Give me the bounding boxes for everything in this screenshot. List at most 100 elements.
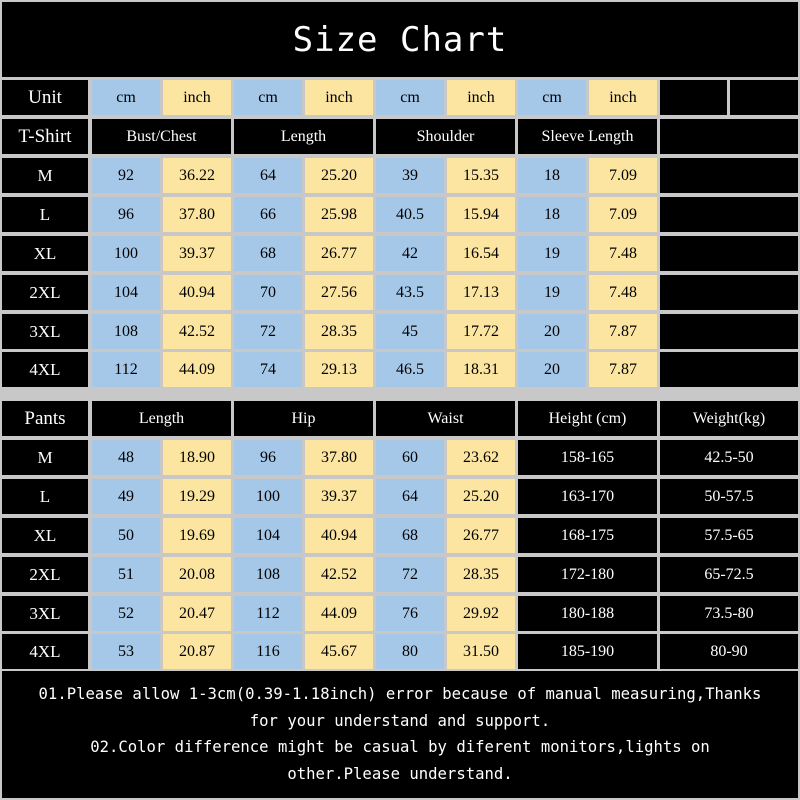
tshirt-value-cell: 40.5: [376, 197, 444, 232]
unit-cell: cm: [234, 80, 302, 115]
tshirt-value-cell: 28.35: [305, 314, 373, 349]
tshirt-value-cell: 19: [518, 275, 586, 310]
empty-cell: [660, 275, 798, 310]
tshirt-value-cell: 7.09: [589, 158, 657, 193]
weight-cell: 50-57.5: [660, 479, 798, 514]
empty-cell: [660, 314, 798, 349]
tshirt-header: Bust/Chest: [92, 119, 231, 154]
tshirt-value-cell: 92: [92, 158, 160, 193]
tshirt-value-cell: 7.09: [589, 197, 657, 232]
tshirt-value-cell: 36.22: [163, 158, 231, 193]
tshirt-value-cell: 40.94: [163, 275, 231, 310]
pants-header: Height (cm): [518, 401, 657, 436]
pants-value-cell: 76: [376, 596, 444, 631]
tshirt-value-cell: 17.72: [447, 314, 515, 349]
tshirt-header: Shoulder: [376, 119, 515, 154]
size-label: 3XL: [2, 596, 88, 631]
unit-cell: cm: [376, 80, 444, 115]
pants-value-cell: 28.35: [447, 557, 515, 592]
pants-value-cell: 20.08: [163, 557, 231, 592]
tshirt-value-cell: 37.80: [163, 197, 231, 232]
tshirt-value-cell: 7.87: [589, 314, 657, 349]
unit-cell: inch: [163, 80, 231, 115]
pants-value-cell: 20.87: [163, 634, 231, 669]
tshirt-value-cell: 96: [92, 197, 160, 232]
height-cell: 172-180: [518, 557, 657, 592]
tshirt-header: Sleeve Length: [518, 119, 657, 154]
size-label: XL: [2, 236, 88, 271]
size-label: M: [2, 158, 88, 193]
tshirt-header: Length: [234, 119, 373, 154]
note-line: 02.Color difference might be casual by d…: [90, 738, 710, 756]
size-label: XL: [2, 518, 88, 553]
tshirt-value-cell: 39.37: [163, 236, 231, 271]
tshirt-value-cell: 43.5: [376, 275, 444, 310]
weight-cell: 80-90: [660, 634, 798, 669]
empty-cell: [660, 119, 798, 154]
unit-cell: inch: [305, 80, 373, 115]
pants-header: Hip: [234, 401, 373, 436]
weight-cell: 42.5-50: [660, 440, 798, 475]
tshirt-value-cell: 44.09: [163, 352, 231, 387]
tshirt-value-cell: 46.5: [376, 352, 444, 387]
pants-value-cell: 18.90: [163, 440, 231, 475]
pants-value-cell: 40.94: [305, 518, 373, 553]
tshirt-value-cell: 70: [234, 275, 302, 310]
tshirt-value-cell: 20: [518, 352, 586, 387]
tshirt-value-cell: 66: [234, 197, 302, 232]
tshirt-value-cell: 18: [518, 158, 586, 193]
unit-cell: cm: [518, 80, 586, 115]
height-cell: 180-188: [518, 596, 657, 631]
pants-header: Weight(kg): [660, 401, 798, 436]
pants-value-cell: 64: [376, 479, 444, 514]
pants-value-cell: 25.20: [447, 479, 515, 514]
tshirt-value-cell: 16.54: [447, 236, 515, 271]
weight-cell: 73.5-80: [660, 596, 798, 631]
size-label: 2XL: [2, 557, 88, 592]
tshirt-value-cell: 25.98: [305, 197, 373, 232]
pants-value-cell: 53: [92, 634, 160, 669]
tshirt-value-cell: 15.94: [447, 197, 515, 232]
tshirt-value-cell: 27.56: [305, 275, 373, 310]
pants-value-cell: 45.67: [305, 634, 373, 669]
pants-value-cell: 52: [92, 596, 160, 631]
pants-value-cell: 49: [92, 479, 160, 514]
height-cell: 163-170: [518, 479, 657, 514]
size-label: L: [2, 197, 88, 232]
pants-value-cell: 68: [376, 518, 444, 553]
unit-cell: inch: [589, 80, 657, 115]
weight-cell: 57.5-65: [660, 518, 798, 553]
size-label: M: [2, 440, 88, 475]
unit-cell: inch: [447, 80, 515, 115]
pants-value-cell: 72: [376, 557, 444, 592]
tshirt-value-cell: 112: [92, 352, 160, 387]
tshirt-value-cell: 29.13: [305, 352, 373, 387]
tshirt-value-cell: 26.77: [305, 236, 373, 271]
tshirt-value-cell: 17.13: [447, 275, 515, 310]
tshirt-value-cell: 64: [234, 158, 302, 193]
pants-value-cell: 96: [234, 440, 302, 475]
note-line: 01.Please allow 1-3cm(0.39-1.18inch) err…: [38, 685, 762, 703]
height-cell: 158-165: [518, 440, 657, 475]
pants-value-cell: 19.69: [163, 518, 231, 553]
pants-value-cell: 48: [92, 440, 160, 475]
tshirt-value-cell: 104: [92, 275, 160, 310]
pants-value-cell: 60: [376, 440, 444, 475]
page-title: Size Chart: [2, 2, 798, 77]
pants-value-cell: 104: [234, 518, 302, 553]
pants-value-cell: 80: [376, 634, 444, 669]
note-line: other.Please understand.: [287, 764, 513, 783]
unit-label: Unit: [2, 80, 88, 115]
size-label: 4XL: [2, 352, 88, 387]
weight-cell: 65-72.5: [660, 557, 798, 592]
tshirt-value-cell: 7.48: [589, 275, 657, 310]
pants-value-cell: 37.80: [305, 440, 373, 475]
pants-value-cell: 42.52: [305, 557, 373, 592]
tshirt-value-cell: 68: [234, 236, 302, 271]
tshirt-value-cell: 18: [518, 197, 586, 232]
pants-value-cell: 29.92: [447, 596, 515, 631]
tshirt-value-cell: 25.20: [305, 158, 373, 193]
tshirt-value-cell: 39: [376, 158, 444, 193]
empty-cell: [660, 352, 798, 387]
